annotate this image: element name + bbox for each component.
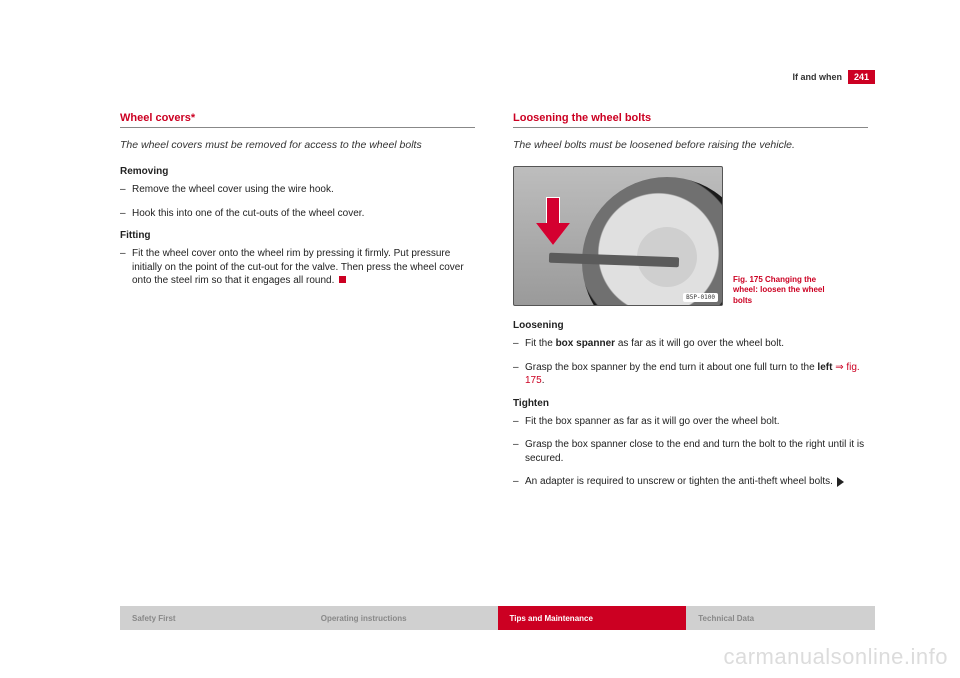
wheel-covers-intro: The wheel covers must be removed for acc… — [120, 138, 475, 152]
t: as far as it will go over the wheel bolt… — [615, 338, 784, 349]
step-text: An adapter is required to unscrew or tig… — [525, 475, 868, 489]
loosening-title: Loosening the wheel bolts — [513, 112, 868, 128]
tighten-step: – Fit the box spanner as far as it will … — [513, 415, 868, 429]
loosening-heading: Loosening — [513, 320, 868, 331]
continued-icon — [837, 477, 844, 487]
image-code-label: B5P-0100 — [683, 293, 718, 302]
tab-safety-first[interactable]: Safety First — [120, 606, 309, 630]
step-text: Fit the box spanner as far as it will go… — [525, 337, 868, 351]
bullet-dash: – — [120, 207, 132, 221]
fitting-step-text: Fit the wheel cover onto the wheel rim b… — [132, 248, 464, 286]
loosening-step: – Fit the box spanner as far as it will … — [513, 337, 868, 351]
step-text: Hook this into one of the cut-outs of th… — [132, 207, 475, 221]
running-header: If and when 241 — [120, 70, 875, 84]
removing-heading: Removing — [120, 166, 475, 177]
bold-term: box spanner — [556, 338, 615, 349]
tab-technical-data[interactable]: Technical Data — [686, 606, 875, 630]
page-number-badge: 241 — [848, 70, 875, 84]
left-column: Wheel covers* The wheel covers must be r… — [120, 112, 475, 499]
bold-term: left — [817, 362, 832, 373]
section-name: If and when — [792, 72, 842, 82]
step-text: Grasp the box spanner by the end turn it… — [525, 361, 868, 388]
figure-175: B5P-0100 Fig. 175 Changing the wheel: lo… — [513, 166, 868, 306]
right-column: Loosening the wheel bolts The wheel bolt… — [513, 112, 868, 499]
bullet-dash: – — [513, 415, 525, 429]
removing-step: – Hook this into one of the cut-outs of … — [120, 207, 475, 221]
bullet-dash: – — [513, 337, 525, 351]
footer-tabs: Safety First Operating instructions Tips… — [120, 606, 875, 630]
fitting-heading: Fitting — [120, 230, 475, 241]
bullet-dash: – — [120, 183, 132, 197]
t: Fit the — [525, 338, 556, 349]
loosening-intro: The wheel bolts must be loosened before … — [513, 138, 868, 152]
watermark-text: carmanualsonline.info — [723, 644, 948, 670]
down-arrow-icon — [536, 197, 570, 247]
loosening-step: – Grasp the box spanner by the end turn … — [513, 361, 868, 388]
figure-caption: Fig. 175 Changing the wheel: loosen the … — [733, 275, 843, 306]
page: If and when 241 Wheel covers* The wheel … — [0, 0, 960, 678]
t: Grasp the box spanner by the end turn it… — [525, 362, 817, 373]
tighten-heading: Tighten — [513, 398, 868, 409]
bullet-dash: – — [513, 361, 525, 388]
step-text: Fit the wheel cover onto the wheel rim b… — [132, 247, 475, 288]
step-text: Fit the box spanner as far as it will go… — [525, 415, 868, 429]
t: . — [542, 375, 545, 386]
bullet-dash: – — [513, 438, 525, 465]
content-area: If and when 241 Wheel covers* The wheel … — [120, 70, 875, 499]
tighten-step: – Grasp the box spanner close to the end… — [513, 438, 868, 465]
tab-tips-and-maintenance[interactable]: Tips and Maintenance — [498, 606, 687, 630]
end-of-section-icon — [339, 276, 346, 283]
bullet-dash: – — [513, 475, 525, 489]
bullet-dash: – — [120, 247, 132, 288]
figure-image: B5P-0100 — [513, 166, 723, 306]
fitting-step: – Fit the wheel cover onto the wheel rim… — [120, 247, 475, 288]
wheel-covers-title: Wheel covers* — [120, 112, 475, 128]
removing-step: – Remove the wheel cover using the wire … — [120, 183, 475, 197]
step-text: Grasp the box spanner close to the end a… — [525, 438, 868, 465]
tab-operating-instructions[interactable]: Operating instructions — [309, 606, 498, 630]
tighten-step: – An adapter is required to unscrew or t… — [513, 475, 868, 489]
step-text: Remove the wheel cover using the wire ho… — [132, 183, 475, 197]
t: An adapter is required to unscrew or tig… — [525, 476, 833, 487]
columns: Wheel covers* The wheel covers must be r… — [120, 112, 875, 499]
